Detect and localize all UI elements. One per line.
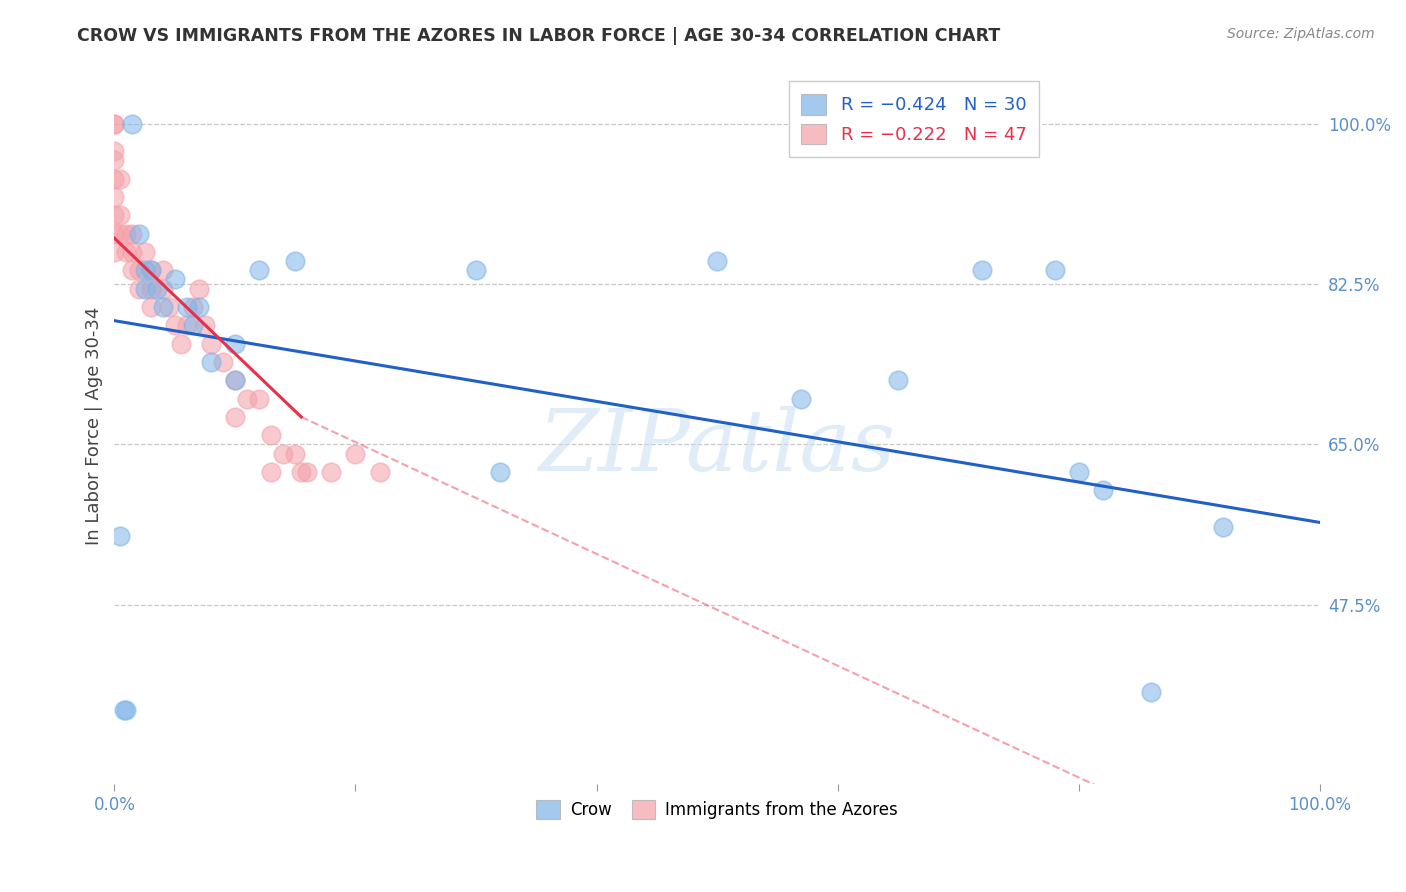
- Point: [284, 447, 307, 461]
- Point: [212, 355, 235, 369]
- Point: [128, 282, 150, 296]
- Point: [139, 263, 162, 277]
- Point: [187, 282, 209, 296]
- Point: [103, 208, 125, 222]
- Point: [152, 263, 174, 277]
- Point: [297, 465, 319, 479]
- Point: [200, 336, 222, 351]
- Point: [128, 227, 150, 241]
- Point: [145, 282, 167, 296]
- Point: [134, 263, 156, 277]
- Point: [112, 703, 135, 717]
- Point: [139, 300, 162, 314]
- Point: [260, 428, 283, 442]
- Point: [200, 355, 222, 369]
- Point: [103, 244, 125, 259]
- Point: [1212, 520, 1234, 534]
- Point: [134, 244, 156, 259]
- Point: [121, 116, 143, 130]
- Point: [152, 282, 174, 296]
- Y-axis label: In Labor Force | Age 30-34: In Labor Force | Age 30-34: [86, 307, 103, 545]
- Point: [344, 447, 367, 461]
- Point: [103, 171, 125, 186]
- Point: [321, 465, 343, 479]
- Point: [176, 318, 198, 333]
- Point: [110, 208, 132, 222]
- Point: [134, 282, 156, 296]
- Point: [181, 318, 204, 333]
- Point: [271, 447, 294, 461]
- Point: [121, 227, 143, 241]
- Point: [187, 300, 209, 314]
- Point: [489, 465, 512, 479]
- Point: [368, 465, 391, 479]
- Point: [121, 263, 143, 277]
- Point: [224, 373, 246, 387]
- Point: [284, 254, 307, 268]
- Point: [790, 392, 813, 406]
- Point: [1043, 263, 1066, 277]
- Point: [163, 272, 186, 286]
- Point: [139, 263, 162, 277]
- Point: [1067, 465, 1090, 479]
- Point: [972, 263, 994, 277]
- Point: [115, 227, 138, 241]
- Point: [224, 373, 246, 387]
- Point: [706, 254, 728, 268]
- Point: [465, 263, 488, 277]
- Point: [152, 300, 174, 314]
- Point: [110, 171, 132, 186]
- Point: [1140, 685, 1163, 699]
- Legend: Crow, Immigrants from the Azores: Crow, Immigrants from the Azores: [530, 793, 904, 825]
- Point: [224, 336, 246, 351]
- Point: [247, 263, 270, 277]
- Point: [176, 300, 198, 314]
- Text: ZIPatlas: ZIPatlas: [538, 406, 896, 489]
- Point: [224, 409, 246, 424]
- Point: [110, 227, 132, 241]
- Point: [103, 116, 125, 130]
- Point: [236, 392, 259, 406]
- Point: [1091, 483, 1114, 498]
- Point: [103, 144, 125, 158]
- Point: [139, 282, 162, 296]
- Point: [103, 190, 125, 204]
- Point: [103, 153, 125, 168]
- Point: [157, 300, 180, 314]
- Point: [247, 392, 270, 406]
- Point: [115, 244, 138, 259]
- Point: [163, 318, 186, 333]
- Text: CROW VS IMMIGRANTS FROM THE AZORES IN LABOR FORCE | AGE 30-34 CORRELATION CHART: CROW VS IMMIGRANTS FROM THE AZORES IN LA…: [77, 27, 1001, 45]
- Point: [887, 373, 910, 387]
- Point: [121, 244, 143, 259]
- Text: Source: ZipAtlas.com: Source: ZipAtlas.com: [1227, 27, 1375, 41]
- Point: [290, 465, 312, 479]
- Point: [194, 318, 217, 333]
- Point: [170, 336, 193, 351]
- Point: [110, 529, 132, 543]
- Point: [128, 263, 150, 277]
- Point: [115, 703, 138, 717]
- Point: [103, 116, 125, 130]
- Point: [103, 227, 125, 241]
- Point: [181, 300, 204, 314]
- Point: [260, 465, 283, 479]
